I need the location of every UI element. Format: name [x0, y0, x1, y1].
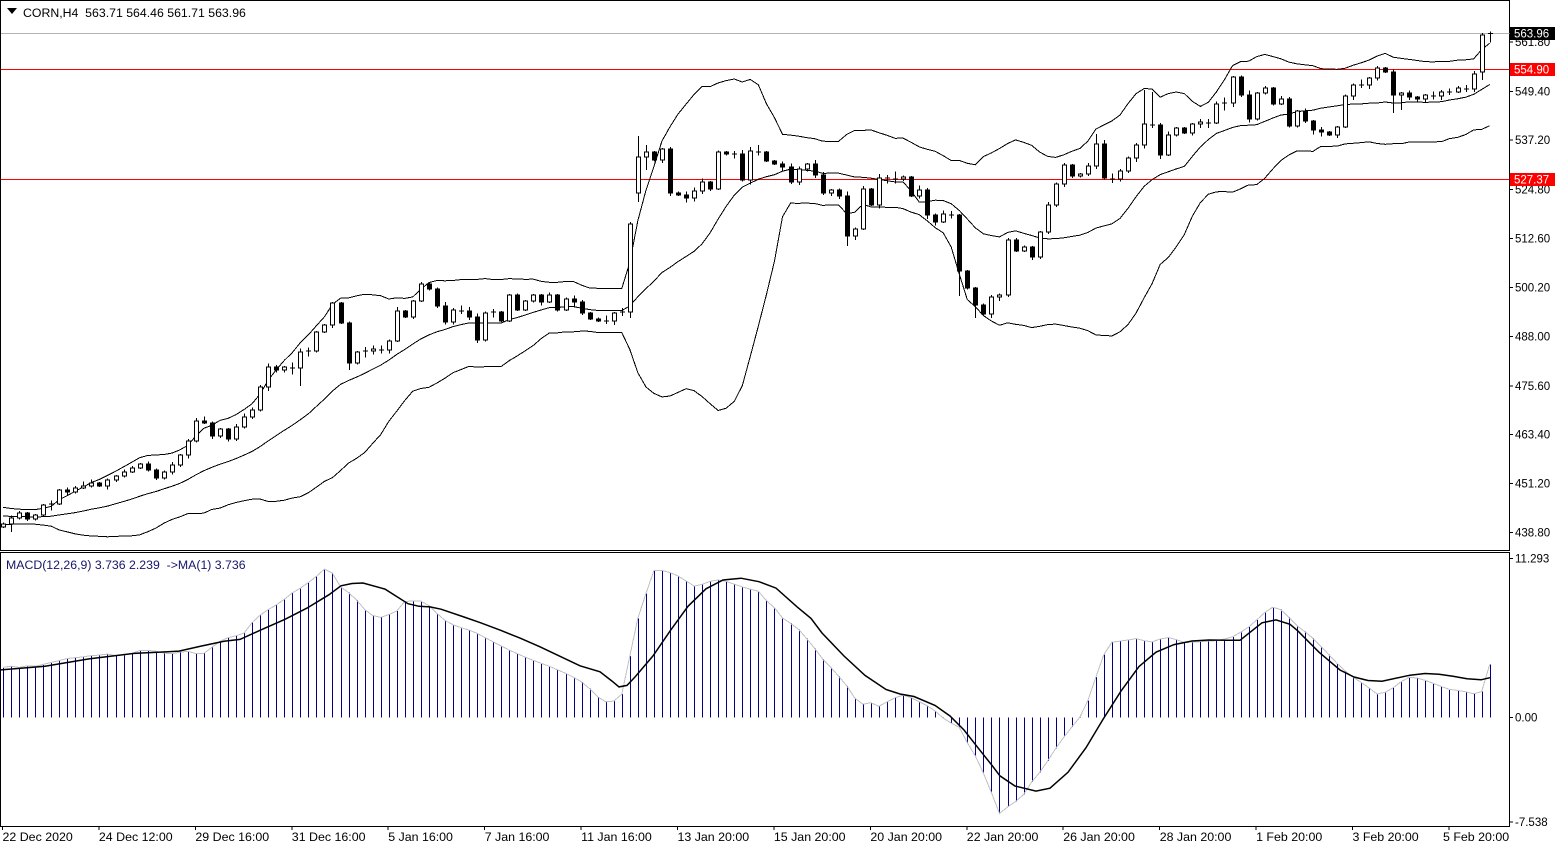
svg-text:554.90: 554.90 [1514, 65, 1549, 77]
svg-text:475.60: 475.60 [1515, 381, 1550, 393]
svg-text:13 Jan 20:00: 13 Jan 20:00 [678, 830, 750, 844]
svg-text:22 Jan 20:00: 22 Jan 20:00 [967, 830, 1039, 844]
svg-text:561.80: 561.80 [1515, 37, 1550, 49]
svg-text:11.293: 11.293 [1515, 554, 1549, 566]
svg-text:0.00: 0.00 [1515, 713, 1537, 725]
svg-text:7 Jan 16:00: 7 Jan 16:00 [485, 830, 550, 844]
svg-text:28 Jan 20:00: 28 Jan 20:00 [1160, 830, 1232, 844]
svg-text:24 Dec 12:00: 24 Dec 12:00 [99, 830, 173, 844]
svg-text:524.80: 524.80 [1515, 185, 1550, 197]
svg-text:5 Feb 20:00: 5 Feb 20:00 [1443, 830, 1509, 844]
svg-text:5 Jan 16:00: 5 Jan 16:00 [388, 830, 453, 844]
svg-text:22 Dec 2020: 22 Dec 2020 [3, 830, 73, 844]
svg-text:26 Jan 20:00: 26 Jan 20:00 [1063, 830, 1135, 844]
svg-text:15 Jan 20:00: 15 Jan 20:00 [774, 830, 846, 844]
svg-text:438.80: 438.80 [1515, 528, 1550, 540]
svg-text:563.96: 563.96 [1514, 28, 1549, 40]
svg-text:451.20: 451.20 [1515, 478, 1550, 490]
svg-text:11 Jan 16:00: 11 Jan 16:00 [581, 830, 652, 844]
svg-text:463.40: 463.40 [1515, 430, 1550, 442]
svg-text:29 Dec 16:00: 29 Dec 16:00 [195, 830, 269, 844]
svg-text:CORN,H4 563.71 564.46 561.71: CORN,H4 563.71 564.46 561.71 563.96 [23, 6, 246, 20]
svg-text:MACD(12,26,9) 3.736 2.239 ->M: MACD(12,26,9) 3.736 2.239 ->MA(1) 3.736 [6, 558, 246, 572]
svg-text:1 Feb 20:00: 1 Feb 20:00 [1256, 830, 1322, 844]
svg-text:537.20: 537.20 [1515, 135, 1550, 147]
svg-text:527.37: 527.37 [1514, 174, 1549, 186]
svg-text:20 Jan 20:00: 20 Jan 20:00 [870, 830, 942, 844]
svg-text:-7.538: -7.538 [1515, 817, 1548, 829]
svg-text:500.20: 500.20 [1515, 283, 1550, 295]
svg-text:31 Dec 16:00: 31 Dec 16:00 [292, 830, 366, 844]
svg-text:512.60: 512.60 [1515, 233, 1550, 245]
svg-text:488.00: 488.00 [1515, 331, 1550, 343]
svg-text:549.40: 549.40 [1515, 86, 1550, 98]
svg-text:3 Feb 20:00: 3 Feb 20:00 [1353, 830, 1419, 844]
